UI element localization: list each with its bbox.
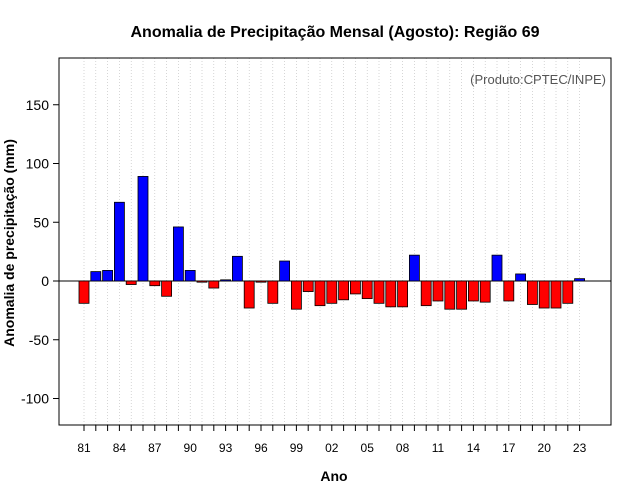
x-tick-label: 81 <box>77 441 91 455</box>
bar-1994 <box>231 255 243 282</box>
bar-2019 <box>527 280 538 305</box>
bar-1988 <box>161 280 173 297</box>
bar-2001 <box>314 280 326 307</box>
bar-1998 <box>279 260 291 282</box>
x-tick-label: 87 <box>148 441 162 455</box>
gridlines <box>83 58 580 425</box>
bar-1990 <box>184 270 196 282</box>
bars <box>78 176 585 310</box>
bar-2003 <box>338 280 350 301</box>
bar-1989 <box>172 226 184 282</box>
y-tick-label: -100 <box>21 391 49 407</box>
bar-1996 <box>255 280 267 283</box>
bar-2010 <box>420 280 432 307</box>
chart-title: Anomalia de Precipitação Mensal (Agosto)… <box>131 24 540 41</box>
bar-1983 <box>102 270 113 282</box>
bar-1981 <box>78 280 90 304</box>
y-tick-label: -50 <box>29 332 49 348</box>
y-tick-label: 0 <box>41 273 49 289</box>
x-tick-label: 84 <box>113 441 127 455</box>
bar-2015 <box>479 280 491 303</box>
x-tick-label: 93 <box>219 441 233 455</box>
bar-1984 <box>114 201 125 282</box>
bar-1982 <box>90 271 102 282</box>
x-tick-label: 02 <box>325 441 339 455</box>
bar-2005 <box>361 280 373 300</box>
x-tick-label: 14 <box>467 441 481 455</box>
y-tick-label: 50 <box>33 214 49 230</box>
bar-1997 <box>267 280 279 304</box>
x-tick-label: 05 <box>361 441 375 455</box>
x-tick-label: 23 <box>573 441 587 455</box>
x-tick-label: 08 <box>396 441 410 455</box>
bar-2004 <box>349 280 361 295</box>
bar-1992 <box>208 280 220 289</box>
bar-2014 <box>467 280 479 302</box>
x-axis: 81 84 87 90 93 96 99 02 05 08 11 14 17 20 23 <box>77 425 587 455</box>
y-tick-label: 150 <box>26 97 50 113</box>
bar-2012 <box>444 280 456 310</box>
bar-2008 <box>397 280 409 308</box>
x-tick-label: 17 <box>502 441 516 455</box>
y-axis-title: Anomalia de precipitação (mm) <box>1 139 17 347</box>
bar-1995 <box>243 280 255 309</box>
bar-2016 <box>491 254 503 282</box>
x-tick-label: 99 <box>290 441 304 455</box>
bar-2023 <box>574 278 585 282</box>
x-tick-label: 20 <box>538 441 552 455</box>
y-axis: -100 -50 0 50 100 150 <box>21 97 59 407</box>
bar-2017 <box>503 280 515 302</box>
bar-1987 <box>149 280 161 287</box>
x-axis-title: Ano <box>320 468 347 484</box>
bar-1986 <box>137 176 149 282</box>
bar-1991 <box>196 280 208 283</box>
bar-2000 <box>302 280 314 292</box>
x-tick-label: 96 <box>254 441 268 455</box>
bar-2011 <box>432 280 444 302</box>
plot-frame <box>58 57 612 426</box>
bar-1985 <box>125 280 137 285</box>
credit-label: (Produto:CPTEC/INPE) <box>470 72 606 87</box>
bar-2007 <box>385 280 397 308</box>
bar-2013 <box>456 280 468 310</box>
y-tick-label: 100 <box>26 156 50 172</box>
bar-2022 <box>562 280 574 304</box>
bar-2006 <box>373 280 385 304</box>
x-tick-label: 90 <box>184 441 198 455</box>
bar-2009 <box>408 254 420 282</box>
bar-2002 <box>326 280 338 304</box>
bar-2018 <box>515 273 526 282</box>
bar-2021 <box>550 280 562 309</box>
x-tick-label: 11 <box>432 441 445 455</box>
bar-1999 <box>290 280 302 310</box>
bar-2020 <box>538 280 550 309</box>
bar-1993 <box>220 279 232 282</box>
